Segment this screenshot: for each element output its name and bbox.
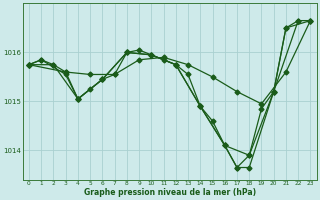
- X-axis label: Graphe pression niveau de la mer (hPa): Graphe pression niveau de la mer (hPa): [84, 188, 256, 197]
